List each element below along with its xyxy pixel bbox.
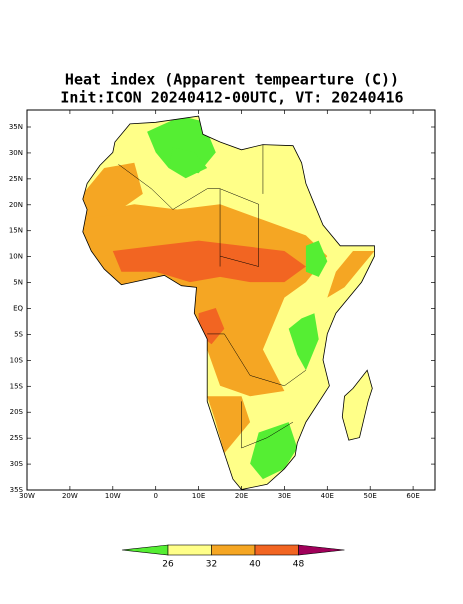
lat-tick-label: 35S — [10, 486, 24, 494]
lon-tick-label: 10W — [105, 492, 121, 500]
colorbar-label: 26 — [162, 560, 174, 570]
lon-tick-label: 20W — [62, 492, 78, 500]
colorbar-label: 40 — [249, 560, 261, 570]
lat-tick-label: 15S — [10, 382, 24, 390]
lat-tick-label: 30S — [10, 460, 24, 468]
lat-tick-label: 5S — [14, 330, 23, 338]
lon-tick-label: 60E — [406, 492, 419, 500]
subtitle: Init:ICON 20240412-00UTC, VT: 20240416 — [60, 89, 403, 107]
lat-tick-label: 30N — [9, 149, 23, 157]
colorbar-arrow — [298, 544, 345, 556]
lon-tick-label: 0 — [153, 492, 157, 500]
colorbar-arrow — [121, 544, 169, 556]
lat-tick-label: 25S — [10, 434, 24, 442]
colorbar: 26 32 40 48 — [121, 544, 345, 570]
region-south-green — [250, 422, 298, 480]
region-west-orange — [82, 162, 143, 220]
region-east-green — [288, 313, 319, 371]
region-south-orange — [207, 396, 251, 454]
lat-tick-label: 10N — [9, 253, 23, 261]
map-frame — [26, 109, 436, 491]
lon-tick-label: 50E — [364, 492, 377, 500]
axes: 35N 30N 25N 20N 15N 10N 5N EQ 5S 10S 15S 20S 25S 30S 3… — [9, 110, 435, 500]
lat-tick-label: 20N — [9, 201, 23, 209]
region-coast-east — [327, 251, 375, 298]
lon-tick-label: 30E — [278, 492, 291, 500]
lat-tick-label: EQ — [13, 305, 23, 313]
lat-tick-label: 35N — [9, 123, 23, 131]
border — [118, 164, 259, 267]
lat-tick-label: 20S — [10, 408, 24, 416]
colorbar-box — [211, 544, 256, 556]
border — [207, 333, 306, 387]
lat-tick-label: 10S — [10, 356, 24, 364]
lat-tick-label: 15N — [9, 227, 23, 235]
region-north-green2 — [168, 147, 208, 179]
lon-tick-label: 30W — [19, 492, 35, 500]
lon-tick-label: 20E — [235, 492, 248, 500]
lat-tick-label: 25N — [9, 175, 23, 183]
region-ethiopia-green — [305, 240, 328, 277]
colorbar-label: 48 — [293, 560, 305, 570]
coastline — [82, 115, 375, 490]
title: Heat index (Apparent tempearture (C)) — [65, 71, 399, 89]
border — [241, 401, 294, 449]
colorbar-box — [167, 544, 212, 556]
lon-tick-label: 40E — [321, 492, 334, 500]
lon-tick-label: 10E — [192, 492, 205, 500]
lat-tick-label: 5N — [13, 279, 23, 287]
colorbar-box — [254, 544, 299, 556]
region-hot — [112, 240, 306, 283]
colorbar-label: 32 — [206, 560, 217, 570]
